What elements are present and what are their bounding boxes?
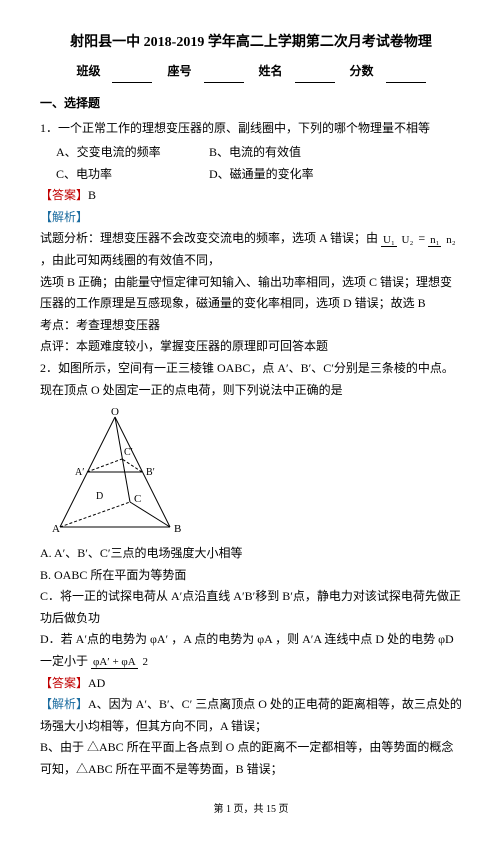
q2-stem: 2．如图所示，空间有一正三棱锥 OABC，点 A′、B′、C′分别是三条棱的中点… [40, 358, 462, 401]
label-a: A [52, 523, 60, 535]
q1-opt-a: A、交变电流的频率 [56, 142, 206, 164]
q2-explain: 【解析】A、因为 A′、B′、C′ 三点离顶点 O 处的正电荷的距离相等，故三点… [40, 694, 462, 737]
q1-answer-value: B [88, 188, 96, 202]
frac-den-n2: n₂ [444, 234, 457, 246]
phi-a: φA [257, 632, 272, 646]
label-b: B [174, 523, 181, 535]
answer-label: 【答案】 [40, 188, 88, 202]
class-blank [112, 70, 152, 83]
frac-phi-den: 2 [140, 656, 150, 668]
score-blank [386, 70, 426, 83]
phi-ap: φA′ [150, 632, 168, 646]
score-label: 分数 [350, 64, 374, 78]
page-footer: 第 1 页，共 15 页 [40, 801, 462, 819]
label-c: C [134, 493, 141, 505]
frac-num-n1: n₁ [428, 234, 441, 247]
q2-answer-value: AD [88, 676, 105, 690]
explain-label: 【解析】 [40, 697, 88, 711]
q1-opt-d: D、磁通量的变化率 [209, 164, 359, 186]
label-ap: A′ [75, 467, 84, 478]
q1-analysis-post: ，由此可知两线圈的有效值不同， [40, 253, 220, 267]
q2-exp-a: A、因为 A′、B′、C′ 三点离顶点 O 处的正电荷的距离相等，故三点处的场强… [40, 697, 462, 733]
q1-analysis-line1: 试题分析：理想变压器不会改变交流电的频率，选项 A 错误；由 U₁ U₂ = n… [40, 228, 462, 271]
label-d: D [96, 491, 103, 502]
frac-u-ratio: U₁ U₂ [381, 234, 415, 246]
q2-answer: 【答案】AD [40, 673, 462, 695]
q2-optd-mid1: ，A 点的电势为 [171, 632, 254, 646]
seat-blank [204, 70, 244, 83]
name-blank [295, 70, 335, 83]
label-cp: C′ [124, 447, 133, 458]
frac-phi-avg: φA′ + φA 2 [91, 656, 150, 668]
eq-sign: = [418, 231, 425, 245]
frac-num-u1: U₁ [381, 234, 397, 247]
seat-label: 座号 [167, 64, 191, 78]
label-bp: B′ [146, 467, 155, 478]
tetrahedron-figure: O A B C A′ B′ C′ D [40, 407, 190, 537]
q1-opt-b: B、电流的有效值 [209, 142, 359, 164]
q2-opt-c: C．将一正的试探电荷从 A′点沿直线 A′B′移到 B′点，静电力对该试探电荷先… [40, 586, 462, 629]
q1-kaodian: 考点：考查理想变压器 [40, 315, 462, 337]
q2-optd-mid2: ，则 A′A 连线中点 D 处的电势 [275, 632, 435, 646]
exam-title: 射阳县一中 2018-2019 学年高二上学期第二次月考试卷物理 [40, 30, 462, 55]
label-o: O [111, 407, 119, 418]
name-label: 姓名 [259, 64, 283, 78]
q1-options-row2: C、电功率 D、磁通量的变化率 [56, 164, 462, 186]
q1-analysis-line2: 选项 B 正确；由能量守恒定律可知输入、输出功率相同，选项 C 错误；理想变压器… [40, 272, 462, 315]
answer-label: 【答案】 [40, 676, 88, 690]
header-fields: 班级 座号 姓名 分数 [40, 61, 462, 83]
q1-dianping: 点评：本题难度较小，掌握变压器的原理即可回答本题 [40, 336, 462, 358]
q2-optd-mid3: 一定小于 [40, 654, 88, 668]
phi-d: φD [438, 632, 454, 646]
q2-exp-b: B、由于 △ABC 所在平面上各点到 O 点的距离不一定都相等，由等势面的概念可… [40, 737, 462, 780]
q1-explain-label: 【解析】 [40, 207, 462, 229]
q2-opt-d: D．若 A′点的电势为 φA′ ，A 点的电势为 φA ，则 A′A 连线中点 … [40, 629, 462, 672]
q2-opt-b: B. OABC 所在平面为等势面 [40, 565, 462, 587]
q1-stem: 1．一个正常工作的理想变压器的原、副线圈中，下列的哪个物理量不相等 [40, 118, 462, 140]
q1-opt-c: C、电功率 [56, 164, 206, 186]
q1-analysis-pre: 试题分析：理想变压器不会改变交流电的频率，选项 A 错误；由 [40, 231, 378, 245]
q1-options-row1: A、交变电流的频率 B、电流的有效值 [56, 142, 462, 164]
q2-opt-a: A. A′、B′、C′三点的电场强度大小相等 [40, 543, 462, 565]
frac-phi-num: φA′ + φA [91, 656, 138, 669]
frac-den-u2: U₂ [400, 234, 416, 246]
class-label: 班级 [76, 64, 100, 78]
section-1-title: 一、选择题 [40, 93, 462, 115]
q1-answer: 【答案】B [40, 185, 462, 207]
frac-n-ratio: n₁ n₂ [428, 234, 457, 246]
q2-optd-pre: D．若 A′点的电势为 [40, 632, 147, 646]
